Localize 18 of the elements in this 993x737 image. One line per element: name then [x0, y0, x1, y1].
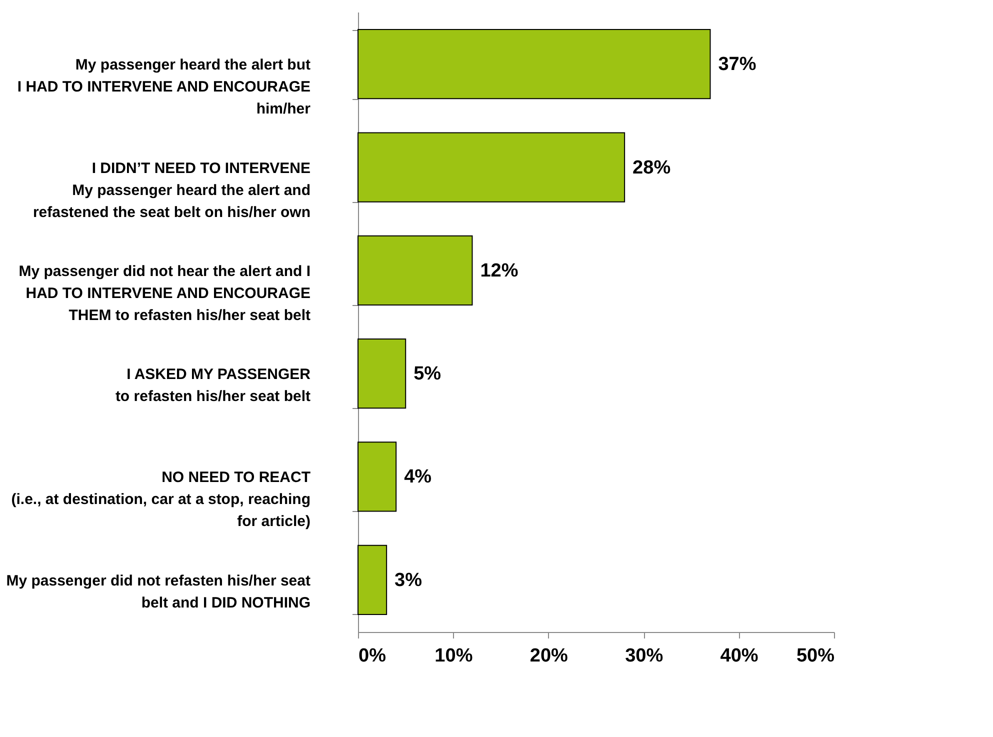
y-tick-label: My passenger did not refasten his/her seat belt and I DID NOTHING — [6, 572, 310, 612]
y-tick-label: I DIDN’T NEED TO INTERVENE My passenger heard the alert and refastened the seat belt on his/her own — [32, 160, 310, 221]
y-tick-label: NO NEED TO REACT (i.e., at destination, car at a stop, reaching for article) — [11, 469, 310, 530]
y-tick-label: I ASKED MY PASSENGER to refasten his/her seat belt — [115, 366, 311, 406]
y-tick-label: My passenger did not hear the alert and I HAD TO INTERVENE AND ENCOURAGE THEM to refasten his/her seat belt — [18, 262, 310, 324]
data-label: 4% — [404, 466, 432, 488]
x-tick-label: 50% — [796, 646, 835, 666]
x-tick-label: 30% — [625, 646, 664, 666]
x-tick-label: 10% — [434, 646, 473, 666]
data-label: 37% — [718, 54, 756, 76]
data-label: 28% — [632, 157, 671, 178]
y-tick-label: My passenger heard the alert but I HAD TO INTERVENE AND ENCOURAGE him/her — [17, 56, 311, 118]
x-tick-label: 40% — [720, 646, 758, 666]
x-tick-label: 20% — [530, 646, 568, 666]
x-tick-label: 0% — [358, 646, 386, 666]
data-label: 5% — [414, 364, 442, 385]
data-label: 12% — [480, 260, 518, 282]
data-label: 3% — [394, 570, 422, 591]
